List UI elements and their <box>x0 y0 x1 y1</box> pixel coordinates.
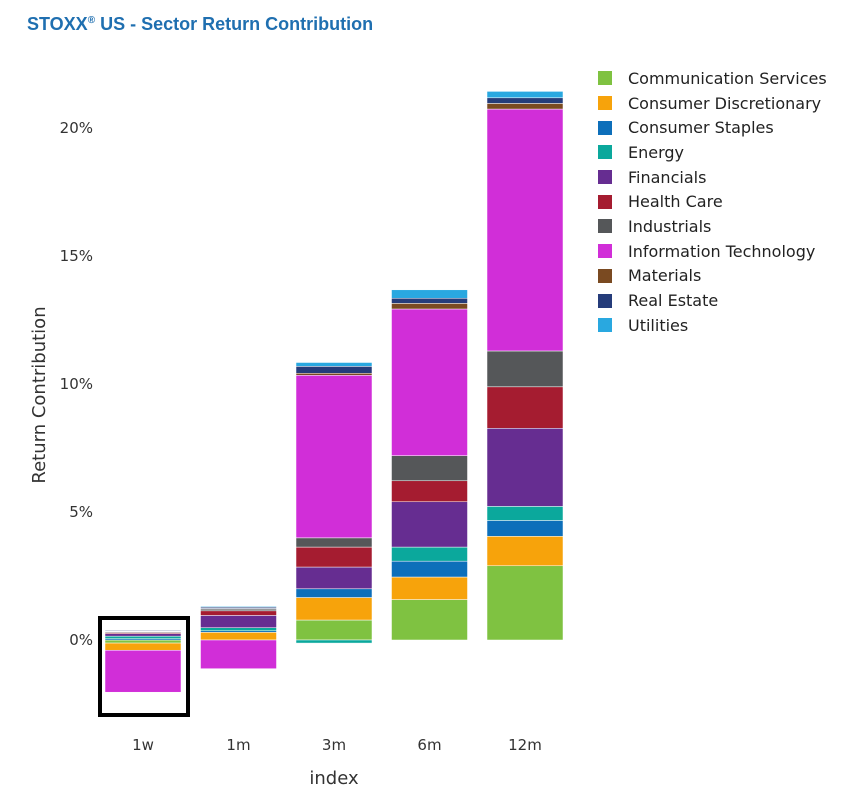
legend-label: Health Care <box>628 192 723 212</box>
y-tick-label: 15% <box>60 247 93 265</box>
bar-segment <box>486 536 564 567</box>
legend-item[interactable]: Utilities <box>598 313 827 338</box>
legend-swatch <box>598 96 612 111</box>
bar-segment <box>104 649 182 693</box>
legend-label: Real Estate <box>628 291 719 311</box>
x-tick-label: 1w <box>132 736 154 754</box>
x-axis-label: index <box>309 768 359 789</box>
bar-segment <box>200 632 277 641</box>
legend-item[interactable]: Real Estate <box>598 288 827 313</box>
bar-segment <box>200 615 277 628</box>
legend-item[interactable]: Communication Services <box>598 66 827 91</box>
x-tick-label: 1m <box>226 736 250 754</box>
y-tick-label: 10% <box>60 375 93 393</box>
highlight-box <box>98 616 190 717</box>
bar-segment <box>391 560 468 578</box>
bar-segment <box>104 635 182 639</box>
y-axis-label: Return Contribution <box>29 306 50 483</box>
legend-item[interactable]: Financials <box>598 165 827 190</box>
y-tick-label: 0% <box>69 631 93 649</box>
bar-segment <box>200 627 277 632</box>
bar-segment <box>486 108 564 352</box>
bar-segment <box>200 610 277 616</box>
legend-item[interactable]: Materials <box>598 264 827 289</box>
legend-swatch <box>598 194 612 209</box>
bar-segment <box>391 546 468 562</box>
bar-segment <box>295 375 373 539</box>
bar-segment <box>486 428 564 507</box>
chart-title: STOXX® US - Sector Return Contribution <box>27 14 374 34</box>
legend-swatch <box>598 293 612 308</box>
bar-segment <box>295 639 373 644</box>
legend-label: Materials <box>628 266 702 286</box>
bar-segment <box>486 350 564 388</box>
x-tick-label: 3m <box>322 736 346 754</box>
legend-swatch <box>598 120 612 135</box>
bar-segment <box>295 566 373 590</box>
legend-item[interactable]: Health Care <box>598 189 827 214</box>
bar-segment <box>295 537 373 548</box>
y-tick-label: 5% <box>69 503 93 521</box>
bar-segment <box>295 372 373 376</box>
bar-segment <box>200 606 277 608</box>
x-tick-label: 6m <box>417 736 441 754</box>
bar-segment <box>391 455 468 482</box>
bar-segment <box>104 629 182 631</box>
legend-swatch <box>598 244 612 259</box>
legend-item[interactable]: Industrials <box>598 214 827 239</box>
bar-segment <box>486 520 564 537</box>
legend-swatch <box>598 219 612 234</box>
legend-label: Consumer Discretionary <box>628 93 822 113</box>
bar-segment <box>295 362 373 367</box>
x-tick-label: 12m <box>508 736 542 754</box>
legend-swatch <box>598 268 612 283</box>
bar-segment <box>391 501 468 548</box>
bar-segment <box>104 642 182 651</box>
legend-swatch <box>598 145 612 160</box>
bar-segment <box>486 506 564 521</box>
bar-segment <box>200 608 277 612</box>
bar-segment <box>391 599 468 641</box>
bar-segment <box>200 639 277 669</box>
bar-segment <box>486 91 564 99</box>
bar-segment <box>391 289 468 299</box>
bar-segment <box>104 633 182 637</box>
bar-segment <box>295 366 373 374</box>
legend-item[interactable]: Consumer Discretionary <box>598 91 827 116</box>
bar-segment <box>486 386 564 429</box>
bar-segment <box>486 103 564 110</box>
bar-segment <box>391 303 468 310</box>
legend-swatch <box>598 71 612 86</box>
bar-segment <box>391 480 468 503</box>
bar-segment <box>104 639 182 644</box>
bar-segment <box>486 565 564 641</box>
legend-item[interactable]: Information Technology <box>598 239 827 264</box>
legend-swatch <box>598 318 612 333</box>
chart-legend: Communication Services Consumer Discretio… <box>598 66 827 338</box>
bar-segment <box>486 97 564 104</box>
legend-item[interactable]: Consumer Staples <box>598 115 827 140</box>
legend-label: Energy <box>628 142 685 162</box>
bar-segment <box>391 308 468 456</box>
bar-segment <box>295 619 373 641</box>
legend-label: Information Technology <box>628 241 816 261</box>
legend-label: Utilities <box>628 315 689 335</box>
bar-segment <box>295 597 373 621</box>
y-tick-label: 20% <box>60 119 93 137</box>
bar-segment <box>391 576 468 600</box>
legend-label: Communication Services <box>628 68 827 88</box>
bar-segment <box>295 546 373 568</box>
legend-label: Industrials <box>628 216 712 236</box>
legend-label: Consumer Staples <box>628 118 774 138</box>
bar-segment <box>295 588 373 598</box>
legend-label: Financials <box>628 167 707 187</box>
legend-swatch <box>598 170 612 185</box>
legend-item[interactable]: Energy <box>598 140 827 165</box>
bar-segment <box>391 297 468 304</box>
